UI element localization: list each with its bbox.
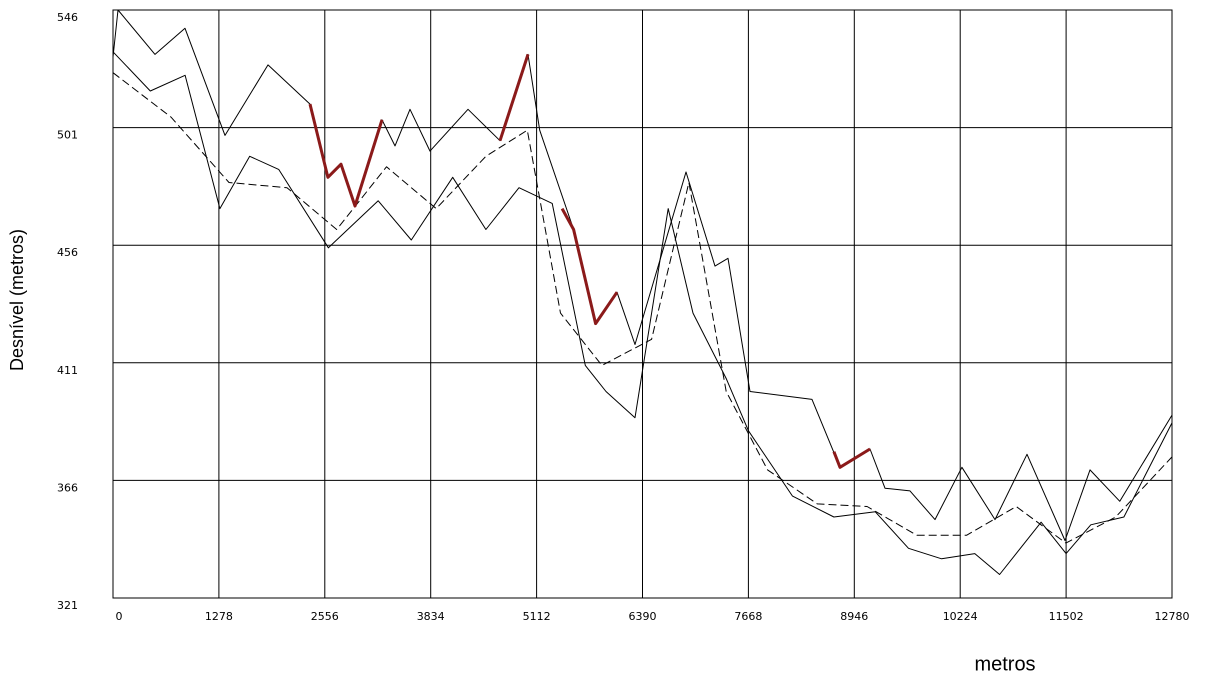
y-tick-label: 501 — [57, 129, 78, 142]
x-tick-label: 12780 — [1155, 610, 1190, 623]
y-tick-label: 546 — [57, 11, 78, 24]
x-tick-label: 5112 — [523, 610, 551, 623]
x-tick-label: 8946 — [840, 610, 868, 623]
y-tick-label: 411 — [57, 364, 78, 377]
x-tick-label: 0 — [116, 610, 123, 623]
x-tick-label: 3834 — [417, 610, 445, 623]
x-tick-label: 11502 — [1049, 610, 1084, 623]
y-axis-label: Desnível (metros) — [7, 229, 27, 371]
profile-line — [308, 53, 871, 469]
y-tick-label: 321 — [57, 599, 78, 612]
x-axis-label: metros — [974, 653, 1035, 675]
x-tick-label: 2556 — [311, 610, 339, 623]
profile-line — [112, 51, 1173, 575]
x-tick-label: 7668 — [734, 610, 762, 623]
x-tick-label: 1278 — [205, 610, 233, 623]
y-tick-label: 366 — [57, 481, 78, 494]
x-tick-label: 10224 — [943, 610, 978, 623]
y-tick-label: 456 — [57, 246, 78, 259]
x-tick-label: 6390 — [629, 610, 657, 623]
profile-line — [112, 72, 1173, 544]
